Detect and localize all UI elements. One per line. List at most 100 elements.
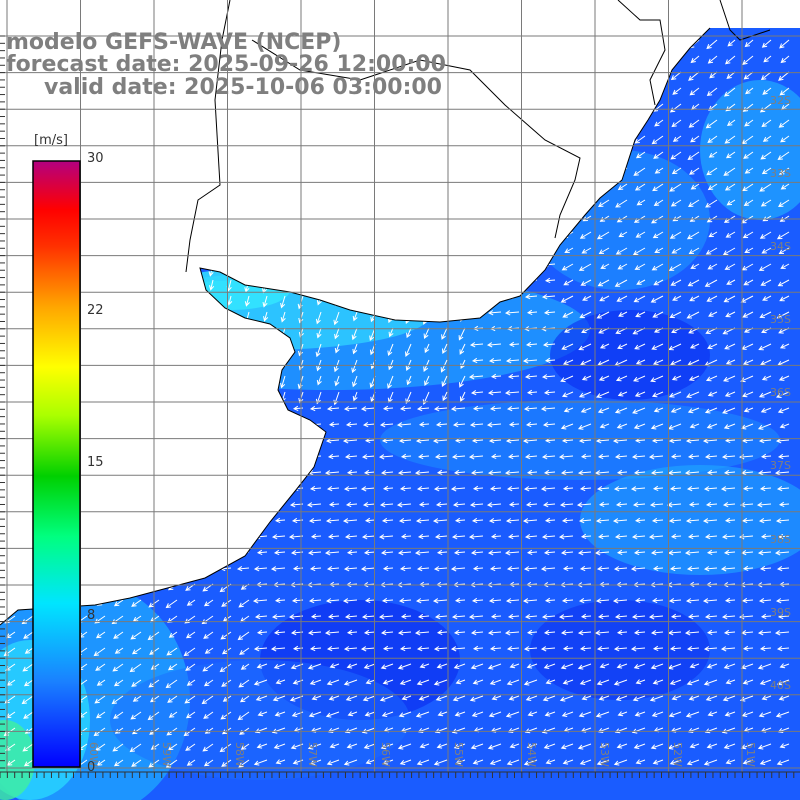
lat-label: 33S bbox=[770, 167, 791, 180]
wind-arrow bbox=[706, 629, 718, 636]
wind-arrow bbox=[761, 119, 772, 128]
wind-arrow bbox=[704, 453, 718, 460]
wind-arrow bbox=[724, 597, 736, 604]
lon-label: 58W bbox=[233, 742, 246, 767]
wind-arrow bbox=[560, 423, 574, 430]
wind-arrow bbox=[779, 39, 790, 49]
wind-arrow bbox=[689, 167, 700, 175]
wind-arrow bbox=[759, 311, 772, 319]
wind-arrow bbox=[343, 566, 358, 572]
wind-arrow bbox=[326, 759, 340, 766]
wind-arrow bbox=[542, 501, 556, 508]
wind-arrow bbox=[543, 629, 556, 636]
wind-arrow bbox=[651, 263, 664, 271]
wind-arrow bbox=[630, 646, 646, 652]
wind-arrow bbox=[561, 391, 574, 398]
wind-arrow bbox=[271, 614, 286, 620]
wind-arrow bbox=[450, 566, 466, 572]
wind-arrow bbox=[333, 311, 340, 326]
wind-arrow bbox=[672, 295, 682, 301]
wind-arrow bbox=[672, 215, 682, 222]
wind-arrow bbox=[648, 534, 664, 540]
wind-arrow bbox=[95, 631, 106, 639]
wind-arrow bbox=[561, 263, 574, 271]
wind-arrow bbox=[324, 550, 340, 556]
wind-arrow bbox=[758, 343, 772, 351]
wind-arrow bbox=[613, 486, 628, 492]
wind-arrow bbox=[560, 663, 574, 670]
wind-arrow bbox=[689, 423, 700, 429]
wind-arrow bbox=[618, 311, 628, 317]
wind-arrow bbox=[580, 359, 592, 366]
wind-arrow bbox=[541, 614, 556, 620]
wind-arrow bbox=[776, 485, 790, 492]
wind-arrow bbox=[562, 565, 574, 572]
wind-arrow bbox=[582, 215, 592, 222]
wind-arrow bbox=[578, 517, 592, 524]
wind-arrow bbox=[526, 309, 538, 316]
wind-arrow bbox=[543, 389, 556, 396]
wind-arrow bbox=[564, 247, 574, 254]
border-line bbox=[185, 0, 771, 273]
wind-arrow bbox=[599, 663, 610, 669]
wind-arrow bbox=[668, 437, 682, 444]
wind-arrow bbox=[382, 405, 394, 412]
wind-arrow bbox=[275, 679, 286, 685]
wind-arrow bbox=[777, 533, 790, 540]
wind-arrow bbox=[415, 518, 430, 524]
wind-arrow bbox=[396, 502, 412, 508]
wind-arrow bbox=[470, 389, 484, 396]
wind-arrow bbox=[669, 565, 682, 572]
wind-arrow bbox=[387, 343, 394, 357]
wind-arrow bbox=[387, 375, 394, 389]
wind-arrow bbox=[345, 695, 358, 701]
wind-arrow bbox=[669, 645, 682, 652]
wind-arrow bbox=[722, 501, 736, 508]
wind-arrow bbox=[774, 550, 790, 556]
wind-arrow bbox=[253, 759, 268, 766]
wind-arrow bbox=[597, 279, 610, 287]
wind-arrow bbox=[705, 247, 718, 255]
wind-arrow bbox=[507, 373, 520, 380]
wind-arrow bbox=[472, 645, 484, 652]
wind-arrow bbox=[598, 375, 610, 381]
wind-arrow bbox=[166, 647, 178, 656]
wind-arrow bbox=[416, 645, 430, 652]
wind-arrow bbox=[757, 663, 772, 670]
wind-arrow bbox=[726, 119, 736, 127]
wind-arrow bbox=[670, 533, 682, 540]
wind-arrow bbox=[687, 279, 700, 287]
wind-arrow bbox=[776, 231, 790, 240]
wind-arrow bbox=[379, 695, 394, 702]
wind-arrow bbox=[634, 183, 646, 191]
wind-arrow bbox=[779, 87, 790, 96]
wind-arrow bbox=[489, 679, 502, 685]
wind-arrow bbox=[150, 743, 160, 750]
title-model: modelo GEFS-WAVE (NCEP) bbox=[6, 30, 342, 55]
wind-arrow bbox=[342, 598, 358, 604]
longitude-labels: 60W 59W 58W 57W 56W 55W 54W 53W 52W 51W bbox=[87, 742, 757, 767]
wind-arrow bbox=[758, 391, 772, 398]
wind-arrow bbox=[488, 711, 502, 718]
wind-arrow bbox=[686, 231, 700, 240]
wind-arrow bbox=[400, 613, 412, 620]
wind-arrow bbox=[599, 423, 610, 429]
wind-arrow bbox=[653, 151, 664, 159]
wind-arrow bbox=[706, 469, 718, 476]
wind-arrow bbox=[652, 485, 664, 492]
lat-label: 35S bbox=[770, 313, 791, 326]
wind-arrow bbox=[703, 646, 718, 652]
wind-arrow bbox=[702, 518, 718, 524]
wind-arrow bbox=[776, 759, 790, 766]
wind-arrow bbox=[777, 279, 790, 287]
wind-arrow bbox=[685, 711, 700, 718]
wind-arrow bbox=[472, 405, 484, 412]
wind-arrow bbox=[360, 406, 376, 412]
wind-arrow bbox=[23, 759, 34, 767]
wind-arrow bbox=[723, 295, 736, 303]
wind-arrow bbox=[22, 663, 34, 672]
wind-arrow bbox=[308, 597, 322, 604]
wind-arrow bbox=[275, 759, 286, 765]
wind-arrow bbox=[613, 646, 628, 652]
colorbar-unit: [m/s] bbox=[34, 133, 68, 148]
